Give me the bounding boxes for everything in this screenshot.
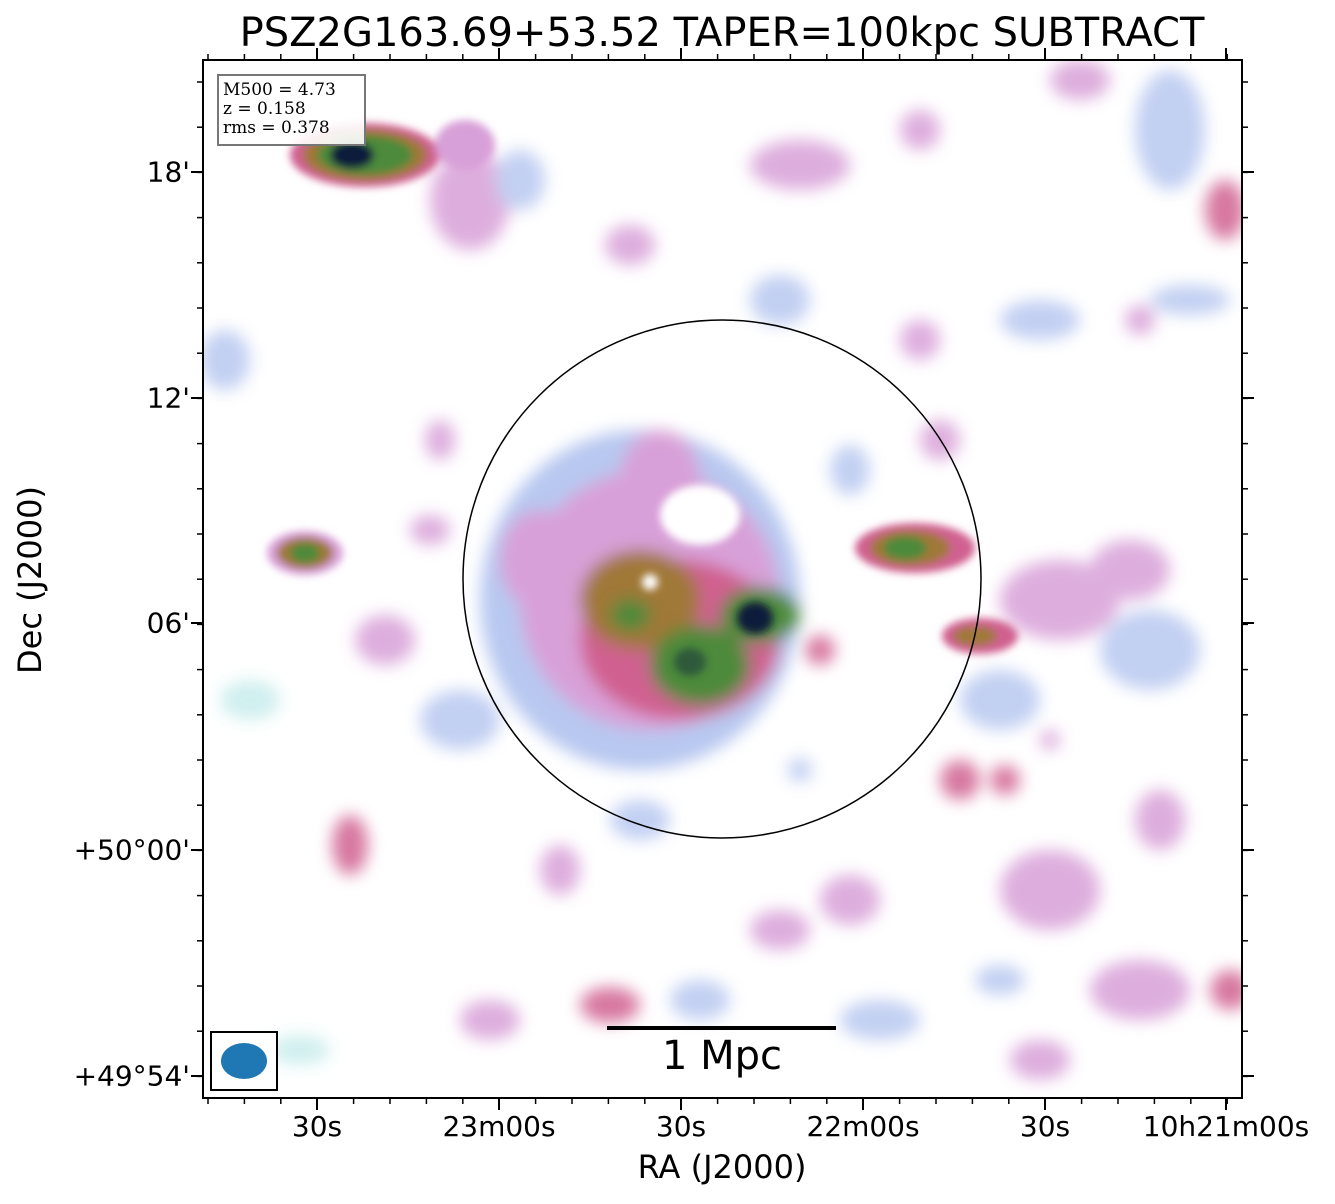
y-tick-label: +50°00' bbox=[73, 833, 190, 867]
x-tick-label: 10h21m00s bbox=[1142, 1110, 1310, 1143]
central-diffuse-emission bbox=[480, 430, 800, 770]
y-tick-label: 18' bbox=[146, 155, 190, 189]
emission-map bbox=[203, 60, 1242, 1080]
beam-ellipse bbox=[221, 1043, 267, 1079]
compact-source-right bbox=[855, 523, 1018, 654]
compact-source-left bbox=[267, 531, 343, 575]
x-tick-label: 23m00s bbox=[442, 1110, 556, 1143]
x-tick-label: 30s bbox=[291, 1110, 343, 1143]
central-peaks bbox=[642, 485, 773, 676]
noise-patches bbox=[203, 60, 1242, 1080]
x-tick-label: 30s bbox=[655, 1110, 707, 1143]
x-tick-label: 30s bbox=[1019, 1110, 1071, 1143]
rms-text: rms = 0.378 bbox=[223, 118, 330, 138]
plot-title: PSZ2G163.69+53.52 TAPER=100kpc SUBTRACT bbox=[239, 10, 1205, 56]
redshift-text: z = 0.158 bbox=[223, 99, 306, 119]
y-axis-label: Dec (J2000) bbox=[11, 486, 49, 674]
x-axis-label: RA (J2000) bbox=[637, 1148, 807, 1186]
scalebar-label: 1 Mpc bbox=[661, 1033, 783, 1079]
axis-ticks bbox=[191, 48, 1254, 1110]
y-tick-label: 06' bbox=[146, 606, 190, 640]
y-tick-label: 12' bbox=[146, 381, 190, 415]
mass-text: M500 = 4.73 bbox=[223, 80, 336, 100]
y-tick-label: +49°54' bbox=[73, 1059, 190, 1093]
aperture-circle bbox=[462, 319, 982, 839]
x-tick-label: 22m00s bbox=[806, 1110, 920, 1143]
cluster-info-box: M500 = 4.73 z = 0.158 rms = 0.378 bbox=[217, 74, 366, 146]
